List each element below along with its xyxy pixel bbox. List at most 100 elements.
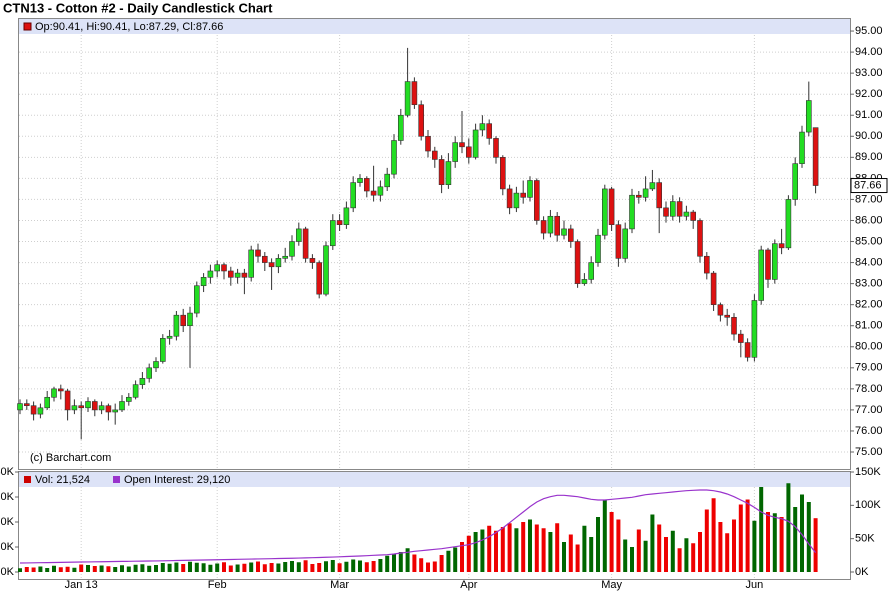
candle-body: [649, 182, 656, 190]
volume-bar: [575, 544, 580, 572]
candle-body: [139, 378, 146, 385]
volume-bar: [242, 563, 247, 572]
volume-bar: [609, 512, 614, 572]
candle-body: [261, 255, 268, 263]
candle-body: [601, 188, 608, 236]
volume-bar: [18, 568, 22, 572]
candle-body: [690, 211, 697, 221]
open-interest-line: [19, 489, 817, 564]
candle-body: [513, 192, 520, 209]
candle-body: [431, 150, 438, 160]
volume-bar: [657, 524, 662, 572]
y-tick-label: 77.00: [855, 404, 883, 416]
candle-body: [173, 314, 180, 337]
candle-body: [200, 277, 207, 287]
candle-body: [78, 405, 84, 409]
y-tick-label: 93.00: [855, 67, 883, 79]
candle-body: [479, 123, 486, 131]
volume-bar: [126, 566, 131, 572]
candle-body: [153, 361, 159, 369]
volume-bar: [72, 567, 77, 572]
y-tick-label: 92.00: [855, 88, 883, 100]
volume-bar: [698, 532, 702, 572]
volume-bar: [154, 565, 158, 572]
candle-body: [329, 220, 336, 247]
candle-body: [51, 388, 57, 398]
candle-body: [438, 159, 445, 185]
candle-body: [384, 173, 391, 188]
volume-bar: [548, 532, 553, 572]
volume-bar: [120, 565, 124, 572]
candle-body: [805, 100, 812, 133]
candle-body: [228, 270, 234, 278]
y-tick-label: 20K: [0, 516, 15, 528]
volume-bar: [256, 561, 260, 572]
candle-body: [85, 401, 91, 409]
volume-bar: [52, 565, 56, 572]
candle-body: [377, 186, 384, 196]
candle-body: [472, 129, 479, 158]
volume-bar: [290, 561, 294, 572]
volume-bar: [480, 529, 485, 572]
y-tick-label: 86.00: [855, 214, 883, 226]
x-tick-label: Apr: [460, 579, 477, 591]
volume-bar: [494, 530, 498, 572]
volume-bar: [228, 565, 233, 572]
volume-bar: [500, 527, 505, 572]
volume-bar: [194, 562, 199, 572]
volume-bar: [405, 548, 410, 572]
candle-body: [302, 228, 309, 259]
volume-bar: [310, 564, 315, 572]
volume-legend-band: [19, 472, 850, 487]
candle-body: [465, 146, 472, 158]
volume-bar: [296, 562, 301, 572]
volume-bar: [351, 559, 356, 572]
candle-body: [146, 367, 152, 379]
volume-bar: [79, 564, 84, 572]
candle-body: [418, 104, 425, 137]
candle-body: [799, 131, 805, 164]
candle-body: [64, 390, 71, 411]
candle-body: [23, 403, 30, 406]
y-tick-label: 95.00: [855, 25, 883, 37]
candle-body: [635, 194, 642, 198]
volume-bar: [806, 502, 811, 572]
candle-body: [656, 182, 663, 209]
legend-entry: Open Interest: 29,120: [124, 474, 230, 486]
volume-bar: [412, 554, 417, 572]
volume-bar: [188, 561, 192, 572]
volume-bar: [555, 523, 560, 572]
y-tick-label: 90.00: [855, 130, 883, 142]
volume-bar: [303, 560, 308, 572]
y2-tick-label: 0K: [855, 566, 869, 578]
y-tick-label: 91.00: [855, 109, 883, 121]
candle-body: [452, 142, 459, 162]
volume-bar: [636, 529, 641, 572]
volume-bar: [453, 547, 458, 572]
volume-bar: [752, 520, 757, 572]
candle-body: [771, 243, 778, 280]
volume-bar: [38, 566, 43, 572]
candle-body: [282, 255, 289, 259]
candle-body: [717, 304, 724, 316]
volume-bar: [419, 558, 424, 572]
legend-swatch: [113, 476, 120, 483]
candle-body: [493, 138, 499, 158]
y-tick-label: 79.00: [855, 362, 883, 374]
candle-body: [166, 335, 173, 339]
volume-bar: [779, 517, 784, 572]
annotation: (c) Barchart.com: [30, 452, 111, 464]
volume-bar: [398, 552, 403, 572]
volume-bar: [317, 563, 322, 572]
volume-bar: [324, 561, 328, 572]
volume-bar: [174, 562, 179, 572]
candle-body: [527, 180, 533, 198]
candle-body: [581, 279, 588, 284]
y-tick-label: 89.00: [855, 151, 883, 163]
last-price-label: 87.66: [854, 179, 882, 191]
candle-body: [595, 234, 601, 263]
volume-bar: [800, 494, 804, 572]
volume-bar: [167, 563, 172, 572]
candle-body: [778, 243, 785, 249]
